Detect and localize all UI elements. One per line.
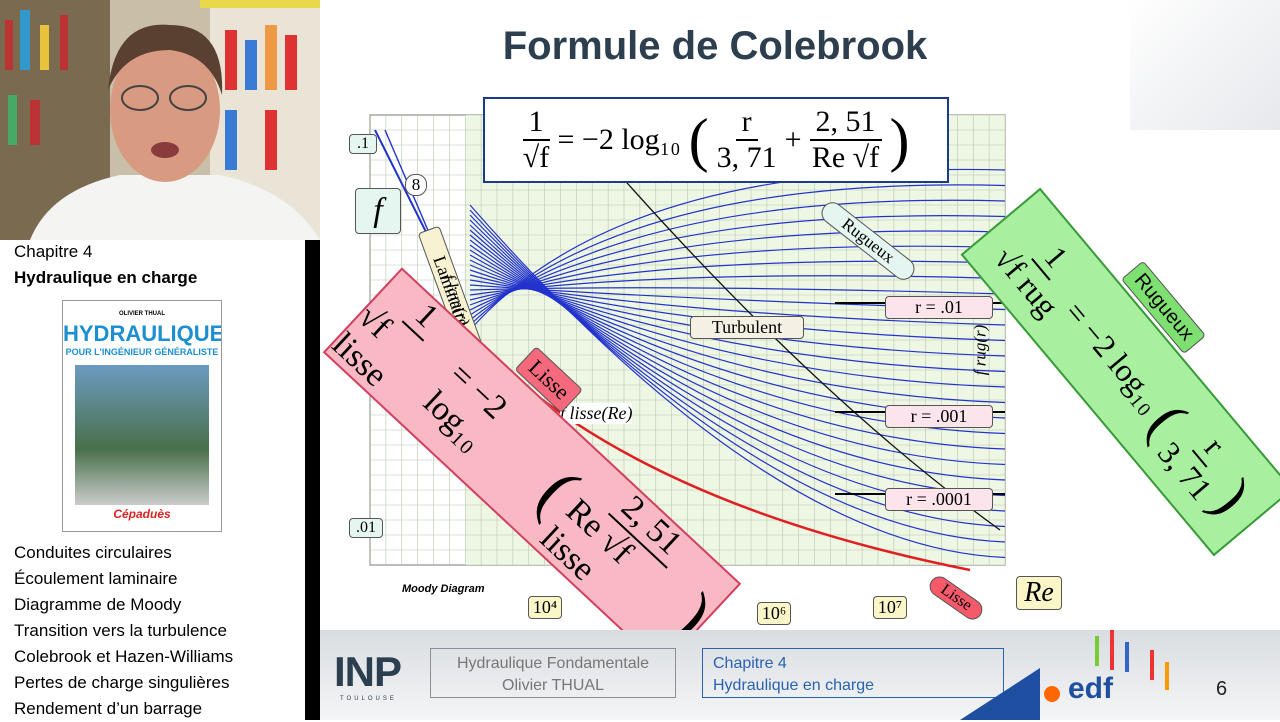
book-publisher: Cépaduès — [113, 507, 171, 521]
topic-item: Colebrook et Hazen-Williams — [14, 647, 234, 666]
footer-chapter: Chapitre 4 — [713, 655, 787, 672]
f-label: f — [355, 188, 401, 234]
f-lisse-label: f lisse(Re) — [560, 403, 633, 424]
f-top-label: .1 — [349, 134, 377, 154]
roughness-curve — [469, 204, 1006, 559]
re-1e7: 10⁷ — [873, 596, 907, 619]
topic-item: Rendement d’un barrage — [14, 699, 203, 718]
chapter-box: Chapitre 4 Hydraulique en charge — [702, 648, 1004, 698]
roughness-curve — [469, 224, 1006, 497]
formula-one: 1 — [522, 105, 550, 141]
book-subtitle: POUR L'INGÉNIEUR GÉNÉRALISTE — [65, 347, 219, 357]
chapter-title: Hydraulique en charge — [14, 268, 198, 287]
edf-logo: edf — [1068, 672, 1113, 705]
f-bottom-label: .01 — [349, 518, 383, 538]
toulouse-logo: TOULOUSE — [340, 696, 397, 702]
re-1e4: 10⁴ — [528, 596, 562, 619]
page-number: 6 — [1216, 678, 1228, 700]
book-image — [75, 365, 209, 505]
re-1e6: 10⁶ — [757, 602, 791, 625]
topic-list: Conduites circulaires Écoulement laminair… — [14, 540, 233, 722]
formula-sqrt-f: √f — [522, 141, 550, 174]
turbulent-label: Turbulent — [690, 316, 804, 339]
roughness-curve — [469, 214, 1006, 528]
video-scene — [0, 0, 320, 240]
colebrook-formula: 1 √f = −2 log₁₀ ( r 3, 71 + 2, 51 Re √f ) — [483, 97, 949, 183]
footer — [320, 630, 1280, 720]
slide-decoration — [1130, 0, 1280, 130]
r-001-label: r = .001 — [885, 405, 993, 428]
book-title: HYDRAULIQUE — [63, 321, 222, 346]
topic-item: Écoulement laminaire — [14, 569, 178, 588]
formula-r: r — [735, 105, 758, 141]
video — [0, 0, 320, 240]
divider — [305, 240, 320, 720]
rugueux-tag: Rugueux — [1120, 260, 1207, 355]
footer-graphics — [960, 630, 1169, 720]
topic-item: Diagramme de Moody — [14, 595, 182, 614]
topic-item: Transition vers la turbulence — [14, 621, 227, 640]
r-0001-label: r = .0001 — [885, 488, 993, 511]
r-01-label: r = .01 — [885, 296, 993, 319]
f-rug-label: f rug(r) — [970, 324, 990, 376]
formula-equals: = −2 log₁₀ — [557, 123, 681, 156]
formula-r-den: 3, 71 — [716, 141, 777, 174]
inp-logo: INP — [334, 648, 402, 695]
diagram-caption: Moody Diagram — [402, 583, 485, 595]
formula-num: 2, 51 — [809, 105, 882, 141]
circle-eight: 8 — [405, 174, 427, 196]
book-cover: OLIVIER THUAL HYDRAULIQUE POUR L'INGÉNIE… — [62, 300, 222, 532]
re-label: Re — [1016, 576, 1062, 610]
chapter-label: Chapitre 4 — [14, 242, 93, 261]
course-box: Hydraulique Fondamentale Olivier THUAL — [430, 648, 676, 698]
book-author: OLIVIER THUAL — [119, 311, 165, 317]
slide-title: Formule de Colebrook — [502, 24, 928, 68]
course-name: Hydraulique Fondamentale — [456, 655, 650, 672]
topic-item: Pertes de charge singulières — [14, 673, 230, 692]
topic-item: Conduites circulaires — [14, 543, 172, 562]
formula-den: Re √f — [811, 141, 880, 174]
course-author: Olivier THUAL — [502, 677, 604, 694]
roughness-curve — [469, 209, 1006, 543]
footer-chapter-title: Hydraulique en charge — [713, 677, 874, 694]
